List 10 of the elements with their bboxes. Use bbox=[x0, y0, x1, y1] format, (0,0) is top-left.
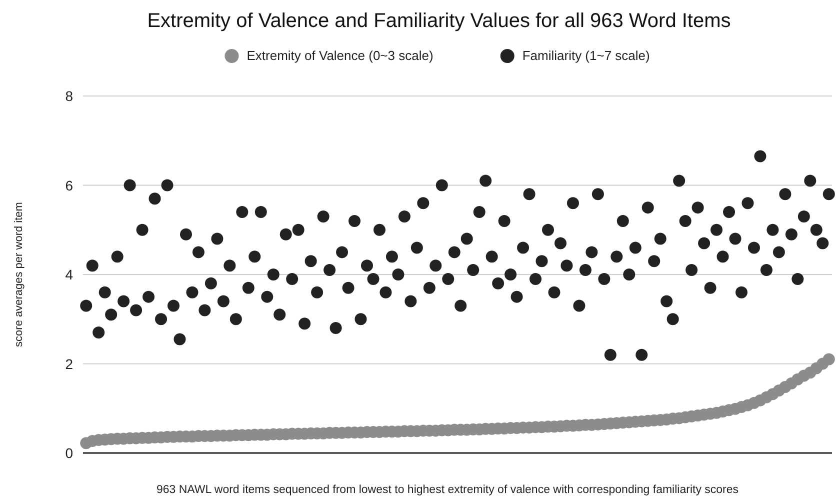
chart-title: Extremity of Valence and Familiarity Values for all 963 Word Items bbox=[147, 10, 731, 32]
y-tick-label: 4 bbox=[65, 266, 74, 282]
y-tick-label: 2 bbox=[65, 356, 74, 372]
y-axis-title: score averages per word item bbox=[13, 202, 25, 347]
legend-label: Familiarity (1~7 scale) bbox=[522, 48, 650, 63]
y-tick-label: 6 bbox=[65, 177, 74, 194]
legend-label: Extremity of Valence (0~3 scale) bbox=[246, 48, 434, 63]
y-tick-label: 0 bbox=[65, 445, 74, 461]
x-axis-title: 963 NAWL word items sequenced from lowest to highest extremity of valence with corresponding familiarity scores bbox=[156, 484, 739, 496]
y-tick-label: 8 bbox=[65, 88, 74, 104]
